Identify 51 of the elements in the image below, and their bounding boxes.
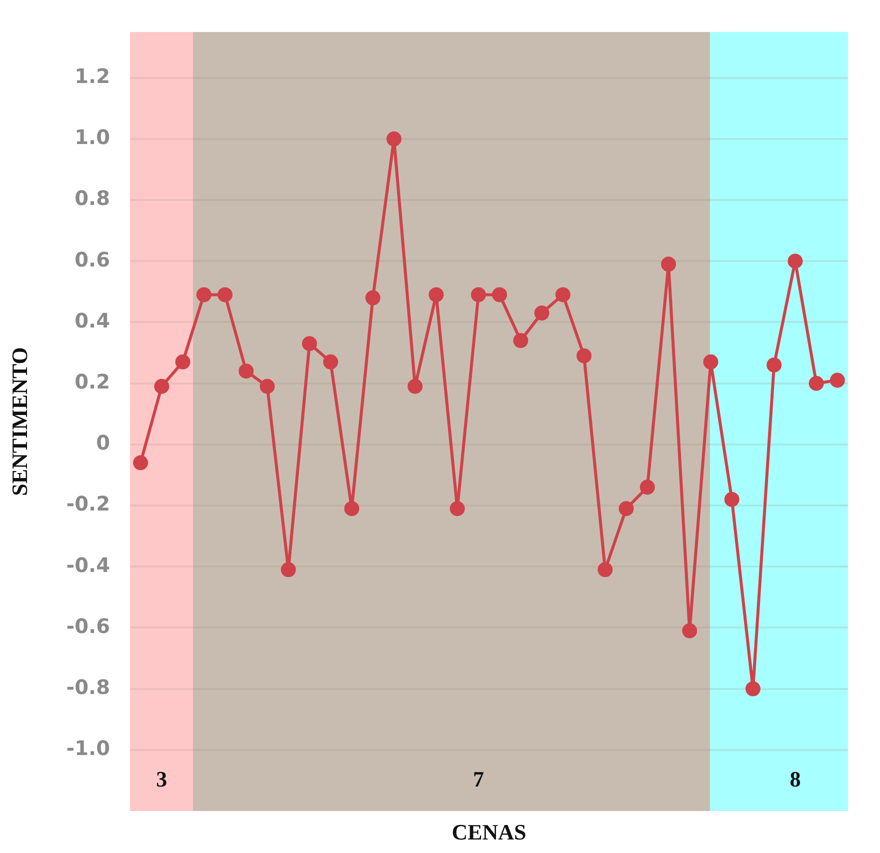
y-tick-label: -0.2	[66, 492, 110, 516]
y-tick-label: 0.8	[74, 186, 110, 210]
point	[154, 378, 170, 394]
y-tick-label: -0.6	[66, 614, 110, 638]
point	[133, 455, 148, 470]
point	[260, 378, 275, 394]
y-tick-label: 0.4	[74, 308, 110, 332]
point	[386, 131, 402, 146]
point	[682, 623, 698, 638]
point	[618, 501, 634, 516]
point	[428, 287, 444, 302]
point	[513, 333, 528, 348]
y-tick-label: -0.4	[66, 552, 110, 577]
point	[450, 501, 465, 516]
y-tick-label: 0.2	[74, 370, 110, 394]
point	[745, 681, 760, 696]
point	[703, 354, 718, 370]
y-tick-label: 0	[96, 430, 110, 455]
point	[576, 348, 592, 364]
point	[344, 501, 360, 516]
point	[470, 287, 486, 302]
y-tick-label: 1.0	[74, 125, 110, 150]
point	[492, 287, 508, 302]
point	[238, 364, 254, 379]
point	[640, 480, 655, 495]
point	[661, 256, 676, 272]
x-tick-label: 8	[790, 766, 801, 792]
point	[830, 372, 845, 388]
point	[323, 354, 338, 370]
point	[218, 287, 233, 302]
x-tick-label: 7	[472, 766, 484, 792]
point	[302, 336, 317, 352]
point	[808, 376, 824, 391]
point	[365, 290, 380, 306]
point	[555, 287, 570, 302]
x-axis-title: CENAS	[452, 819, 526, 844]
y-tick-label: 0.6	[74, 247, 110, 272]
point	[724, 492, 740, 507]
y-tick-label: -1.0	[66, 736, 110, 760]
point	[598, 562, 613, 578]
point	[534, 306, 550, 321]
point	[196, 287, 212, 302]
y-axis-title: SENTIMENTO	[6, 347, 32, 496]
point	[788, 254, 803, 269]
point	[766, 357, 782, 372]
y-tick-label: 1.2	[74, 64, 110, 88]
point	[408, 378, 423, 394]
point	[175, 354, 190, 370]
y-tick-label: -0.8	[66, 675, 110, 700]
point	[280, 562, 296, 578]
x-tick-label: 3	[156, 766, 168, 792]
